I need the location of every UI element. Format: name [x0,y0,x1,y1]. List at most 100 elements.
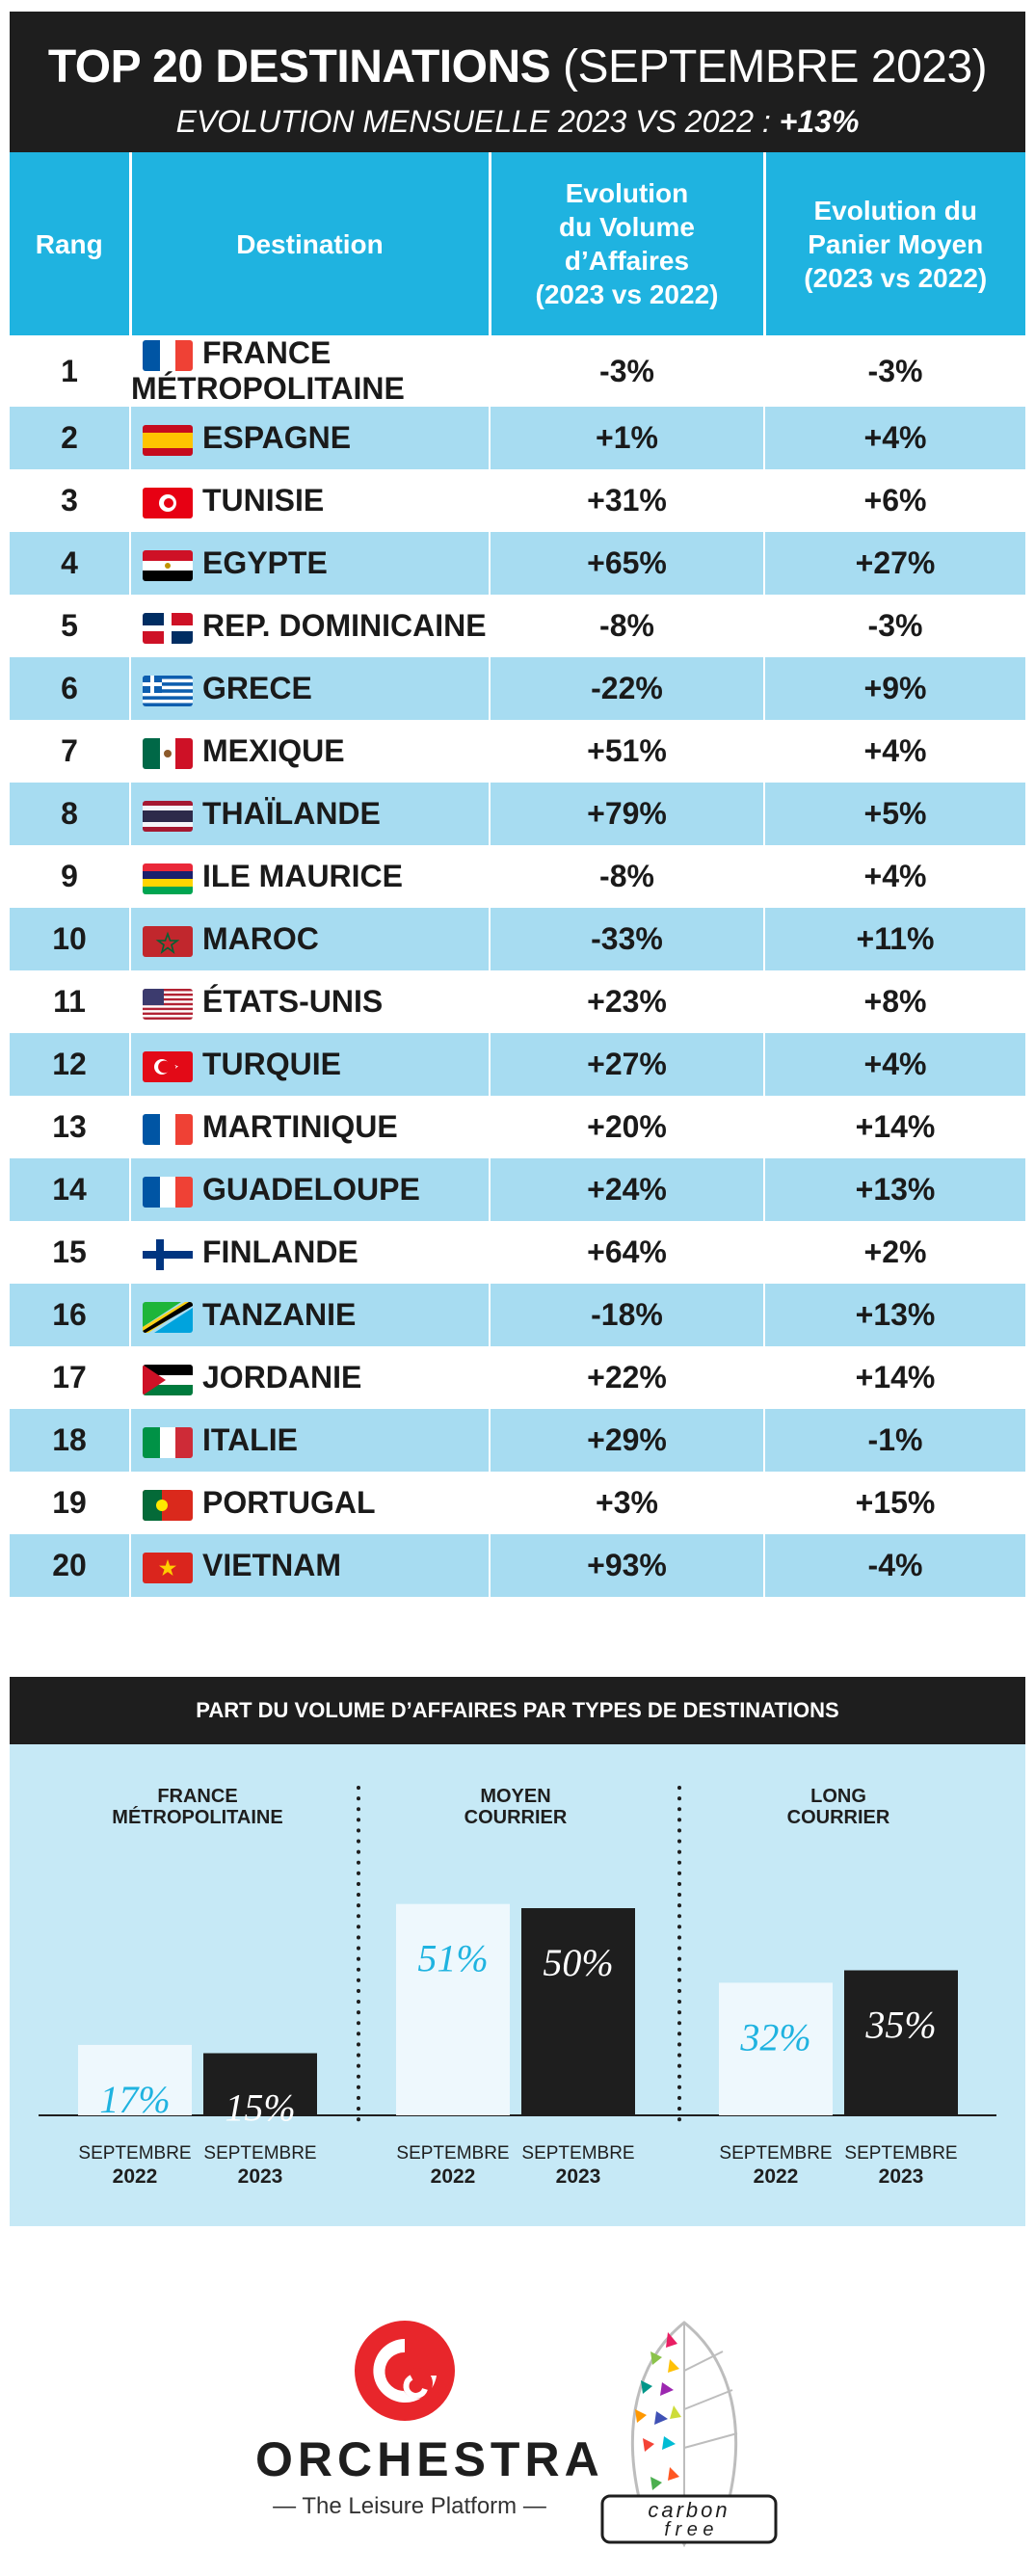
chart-panel: FRANCE MÉTROPOLITAINE 17% SEPTEMBRE 2022 15% S… [10,1744,1025,2226]
destination-cell: JORDANIE [130,1346,491,1409]
orchestra-name: ORCHESTRA [255,2432,604,2486]
subtitle-text: EVOLUTION MENSUELLE 2023 VS 2022 : [175,104,780,139]
destination-name: MARTINIQUE [202,1109,398,1144]
thailand-flag-icon [143,800,193,832]
destination-cell: EGYPTE [130,532,491,595]
destination-name: JORDANIE [202,1360,362,1394]
destination-cell: FRANCE MÉTROPOLITAINE [130,335,491,407]
volume-evolution-cell: +1% [490,407,765,469]
volume-evolution-cell: -18% [490,1284,765,1346]
destination-cell: ÉTATS-UNIS [130,970,491,1033]
page-subtitle: EVOLUTION MENSUELLE 2023 VS 2022 : +13% [10,104,1025,140]
volume-evolution-cell: +64% [490,1221,765,1284]
destination-cell: GUADELOUPE [130,1158,491,1221]
table-row: 16 TANZANIE -18% +13% [10,1284,1025,1346]
group-label: COURRIER [464,1807,568,1828]
axis-tick-year: 2023 [238,2165,283,2188]
axis-tick-month: SEPTEMBRE [78,2143,191,2164]
vietnam-flag-icon [143,1552,193,1583]
destination-name: TUNISIE [202,483,325,518]
destination-cell: THAÏLANDE [130,783,491,845]
destination-cell: GRECE [130,657,491,720]
destination-name: MAROC [202,921,319,956]
table-row: 12 TURQUIE +27% +4% [10,1033,1025,1096]
italy-flag-icon [143,1426,193,1458]
leaf-icon [600,2321,778,2548]
volume-evolution-cell: -3% [490,335,765,407]
title-bold: TOP 20 DESTINATIONS [47,41,551,93]
rank-cell: 1 [10,335,131,407]
volume-evolution-cell: +23% [490,970,765,1033]
table-row: 17 JORDANIE +22% +14% [10,1346,1025,1409]
bar-2022 [396,1903,510,2115]
turkey-flag-icon [143,1050,193,1082]
destination-cell: ITALIE [130,1409,491,1472]
axis-tick-month: SEPTEMBRE [521,2143,634,2164]
destination-name: TANZANIE [202,1297,357,1332]
dominican-republic-flag-icon [143,612,193,644]
axis-tick-month: SEPTEMBRE [203,2143,316,2164]
axis-tick-year: 2023 [556,2165,601,2188]
mauritius-flag-icon [143,863,193,894]
table-row: 10 MAROC -33% +11% [10,908,1025,970]
rank-cell: 11 [10,970,131,1033]
destination-name: VIETNAM [202,1548,341,1582]
table-row: 2 ESPAGNE +1% +4% [10,407,1025,469]
destination-name: ESPAGNE [202,420,352,455]
destination-cell: MAROC [130,908,491,970]
page-header: TOP 20 DESTINATIONS (SEPTEMBRE 2023) EVO… [10,12,1025,152]
panier-evolution-cell: +14% [855,1109,936,1144]
table-row: 19 PORTUGAL +3% +15% [10,1472,1025,1534]
destination-cell: TUNISIE [130,469,491,532]
panier-evolution-cell: -4% [764,1534,1025,1597]
volume-evolution-cell: +51% [490,720,765,783]
table-row: 20 VIETNAM +93% -4% [10,1534,1025,1597]
table-header-row: Rang Destination Evolution du Volume d’A… [10,152,1025,335]
volume-evolution-cell: +93% [490,1534,765,1597]
portugal-flag-icon [143,1489,193,1521]
bar-2022 [719,1982,833,2115]
rank-cell: 19 [10,1472,131,1534]
rank-cell: 14 [10,1158,131,1221]
column-header-volume: Evolution du Volume d’Affaires (2023 vs … [490,152,766,335]
table-row: 9 ILE MAURICE -8% +4% [10,845,1025,908]
rank-cell: 20 [10,1534,131,1597]
table-row: 8 THAÏLANDE +79% +5% [10,783,1025,845]
panier-evolution-cell: +4% [764,407,1025,469]
panier-evolution-cell: +8% [863,984,927,1019]
tanzania-flag-icon [143,1301,193,1333]
axis-tick-year: 2022 [113,2165,158,2188]
column-header-rank: Rang [10,152,132,335]
bar-2023 [844,1970,958,2115]
group-label: LONG [810,1786,866,1807]
volume-evolution-cell: +65% [490,532,765,595]
tunisia-flag-icon [143,487,193,518]
panier-evolution-cell: -1% [764,1409,1025,1472]
volume-evolution-cell: +24% [490,1158,765,1221]
rank-cell: 4 [10,532,131,595]
rank-cell: 5 [10,595,131,657]
ranking-table: Rang Destination Evolution du Volume d’A… [10,152,1025,1597]
group-label: COURRIER [787,1807,890,1828]
rank-cell: 17 [10,1346,131,1409]
axis-tick-month: SEPTEMBRE [844,2143,957,2164]
destination-name: ILE MAURICE [202,859,403,893]
orchestra-emblem-icon [355,2321,455,2421]
axis-tick-year: 2022 [431,2165,476,2188]
subtitle-value: +13% [779,104,860,139]
title-period: (SEPTEMBRE 2023) [562,41,988,93]
destination-cell: ILE MAURICE [130,845,491,908]
destination-cell: ESPAGNE [130,407,491,469]
egypt-flag-icon [143,549,193,581]
bar-value-label: 51% [417,1937,488,1980]
france-flag-icon [143,339,193,371]
finland-flag-icon [143,1238,193,1270]
volume-evolution-cell: +27% [490,1033,765,1096]
panier-evolution-cell: +13% [764,1158,1025,1221]
volume-evolution-cell: +31% [490,469,765,532]
rank-cell: 8 [10,783,131,845]
destination-name: FINLANDE [202,1235,358,1269]
table-row: 15 FINLANDE +64% +2% [10,1221,1025,1284]
destination-name: GRECE [202,671,312,705]
volume-evolution-cell: -33% [490,908,765,970]
